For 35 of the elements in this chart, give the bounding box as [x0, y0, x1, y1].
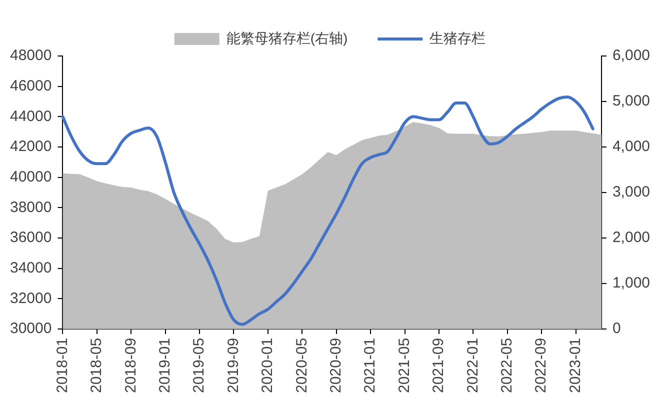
y2-tick-label: 4,000 — [612, 138, 650, 156]
y-tick-label: 36000 — [10, 229, 52, 246]
y2-tick-label: 1,000 — [612, 274, 650, 292]
x-tick-label: 2019-01 — [156, 338, 174, 394]
x-tick-label: 2020-01 — [259, 338, 276, 394]
y-tick-label: 44000 — [10, 108, 52, 125]
x-tick-label: 2019-09 — [224, 338, 242, 394]
y-tick-label: 42000 — [10, 138, 52, 156]
legend-label: 能繁母猪存栏(右轴) — [226, 30, 348, 46]
x-tick-label: 2018-05 — [88, 338, 106, 394]
y-tick-label: 32000 — [10, 290, 52, 307]
x-tick-label: 2022-01 — [464, 338, 482, 394]
x-tick-label: 2019-05 — [190, 338, 208, 394]
legend-label: 生猪存栏 — [430, 30, 486, 46]
y2-tick-label: 3,000 — [612, 184, 650, 201]
x-tick-label: 2023-01 — [566, 338, 584, 394]
x-tick-label: 2021-09 — [430, 338, 448, 394]
x-tick-label: 2022-05 — [498, 338, 516, 394]
y2-tick-label: 0 — [612, 320, 621, 338]
y-tick-label: 38000 — [10, 198, 52, 216]
y-tick-label: 46000 — [10, 77, 52, 94]
x-tick-label: 2018-09 — [122, 338, 140, 394]
x-tick-label: 2022-09 — [532, 338, 550, 394]
x-tick-label: 2021-05 — [396, 338, 413, 394]
y-tick-label: 40000 — [10, 168, 52, 186]
y2-tick-label: 5,000 — [612, 92, 650, 110]
x-tick-label: 2020-05 — [293, 338, 310, 394]
x-tick-label: 2021-01 — [362, 338, 379, 394]
x-tick-label: 2018-01 — [54, 338, 71, 394]
y2-tick-label: 2,000 — [612, 229, 650, 246]
y-tick-label: 30000 — [10, 320, 52, 338]
y-tick-label: 34000 — [10, 259, 52, 276]
x-tick-label: 2020-09 — [328, 338, 345, 394]
y-tick-label: 48000 — [10, 47, 52, 64]
y2-tick-label: 6,000 — [612, 47, 650, 64]
